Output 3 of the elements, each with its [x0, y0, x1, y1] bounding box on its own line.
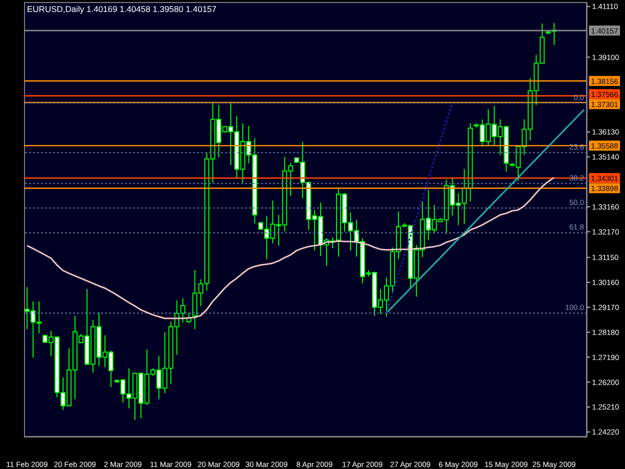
line-series	[386, 102, 453, 314]
line-series	[386, 109, 585, 314]
chart-title: EURUSD,Daily 1.40169 1.40458 1.39580 1.40157	[27, 4, 216, 14]
